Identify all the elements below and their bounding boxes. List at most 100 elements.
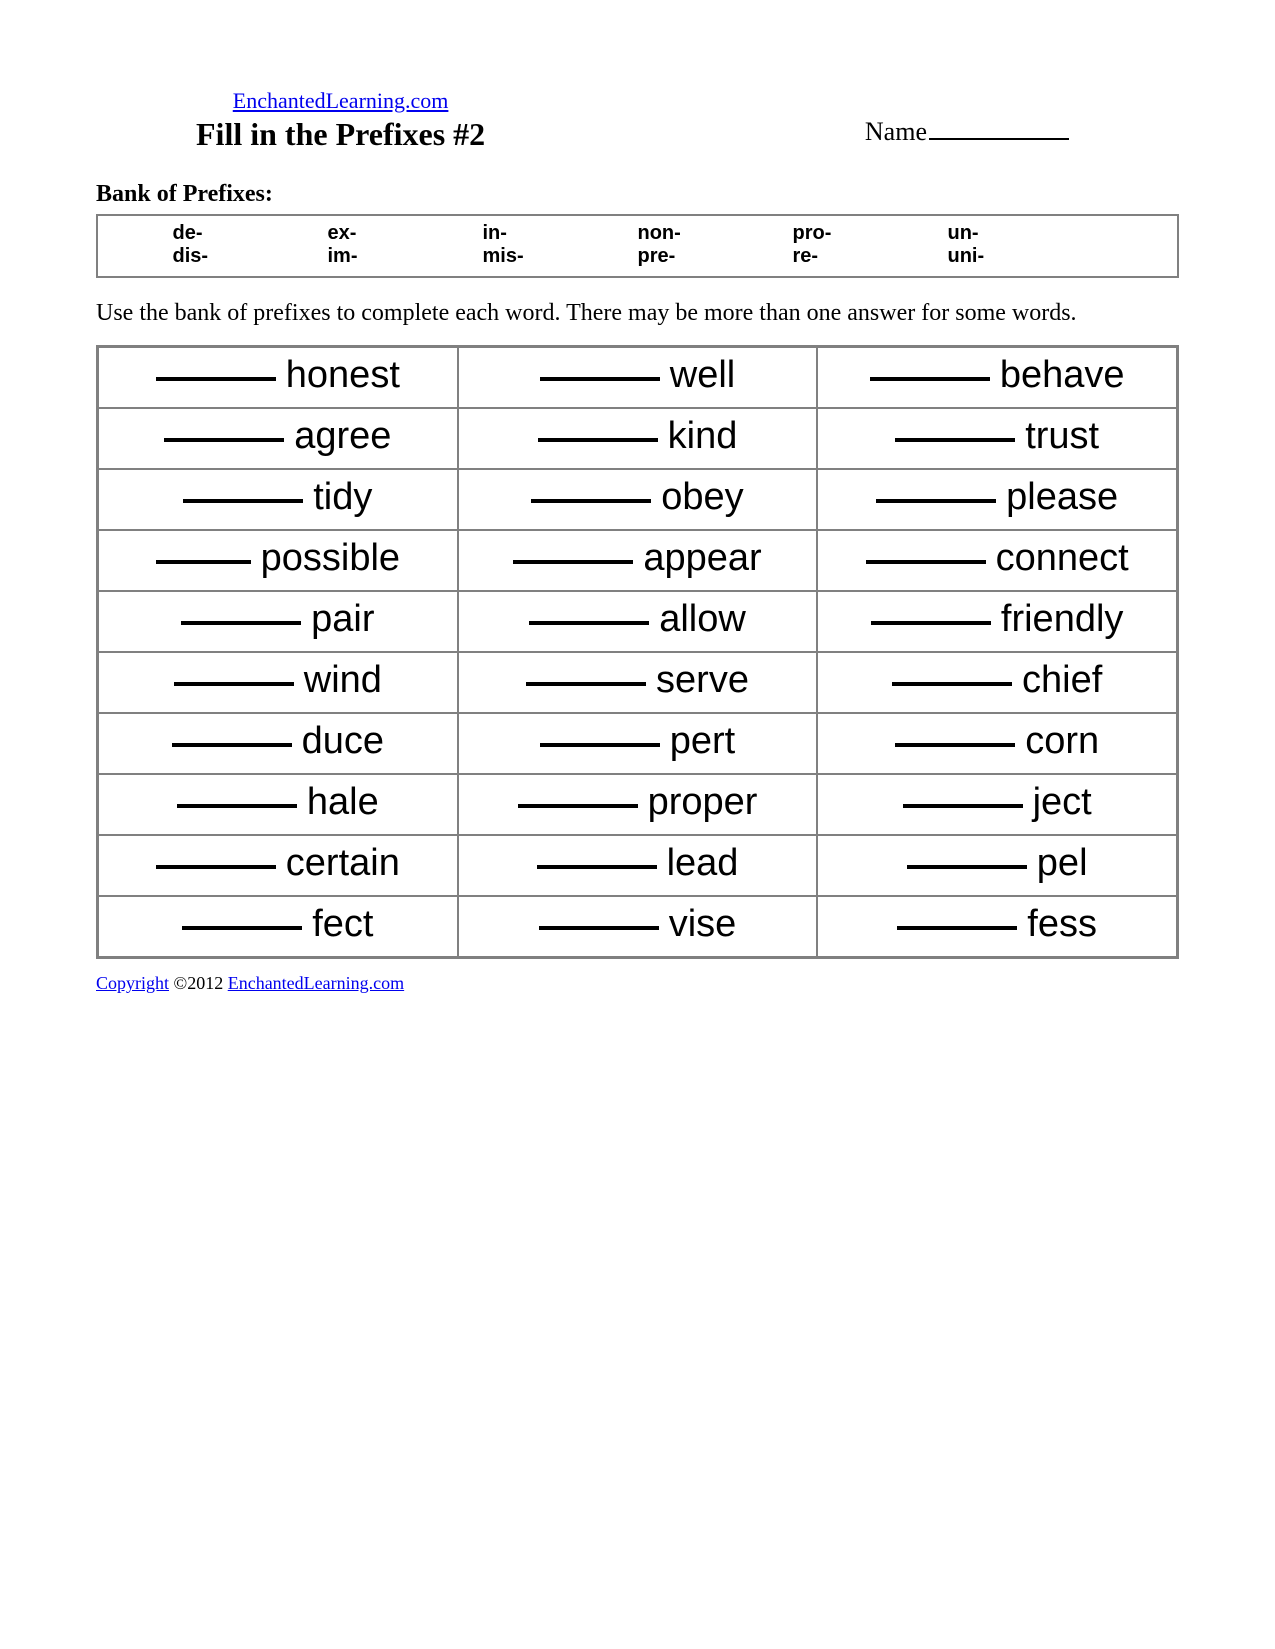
word-stem: agree (294, 415, 391, 457)
word-stem: tidy (313, 476, 372, 518)
word-cell: proper (458, 774, 818, 835)
name-label: Name (865, 117, 927, 146)
word-stem: well (670, 354, 735, 396)
word-cell: behave (817, 347, 1177, 408)
word-stem: pel (1037, 842, 1088, 884)
prefix-blank[interactable] (182, 926, 302, 930)
prefix-blank[interactable] (156, 377, 276, 381)
prefix-blank[interactable] (518, 804, 638, 808)
prefix-blank[interactable] (531, 499, 651, 503)
word-cell: well (458, 347, 818, 408)
prefix-blank[interactable] (183, 499, 303, 503)
prefix-blank[interactable] (177, 804, 297, 808)
word-stem: wind (304, 659, 382, 701)
word-stem: fect (312, 903, 373, 945)
word-cell: please (817, 469, 1177, 530)
word-stem: ject (1033, 781, 1092, 823)
word-cell: certain (98, 835, 458, 896)
bank-prefix: non- (638, 222, 793, 245)
bank-prefix: mis- (483, 245, 638, 268)
bank-prefix: un- (948, 222, 1103, 245)
word-cell: friendly (817, 591, 1177, 652)
word-cell: allow (458, 591, 818, 652)
word-stem: allow (659, 598, 746, 640)
prefix-blank[interactable] (181, 621, 301, 625)
word-cell: obey (458, 469, 818, 530)
word-stem: behave (1000, 354, 1125, 396)
word-cell: fect (98, 896, 458, 957)
word-cell: pair (98, 591, 458, 652)
word-grid: honest well behave agree kind trust tidy obey pl… (96, 345, 1179, 959)
prefix-blank[interactable] (897, 926, 1017, 930)
word-stem: pair (311, 598, 374, 640)
word-cell: agree (98, 408, 458, 469)
prefix-blank[interactable] (174, 682, 294, 686)
prefix-blank[interactable] (866, 560, 986, 564)
prefix-blank[interactable] (892, 682, 1012, 686)
prefix-blank[interactable] (538, 438, 658, 442)
bank-prefix: uni- (948, 245, 1103, 268)
word-stem: lead (667, 842, 739, 884)
site-link-top[interactable]: EnchantedLearning.com (233, 88, 449, 113)
prefix-blank[interactable] (876, 499, 996, 503)
word-cell: connect (817, 530, 1177, 591)
word-cell: duce (98, 713, 458, 774)
word-stem: obey (661, 476, 743, 518)
word-stem: vise (669, 903, 737, 945)
name-field: Name (865, 117, 1069, 147)
word-stem: serve (656, 659, 749, 701)
word-cell: chief (817, 652, 1177, 713)
word-cell: ject (817, 774, 1177, 835)
prefix-blank[interactable] (907, 865, 1027, 869)
word-stem: pert (670, 720, 735, 762)
prefix-blank[interactable] (172, 743, 292, 747)
word-stem: corn (1025, 720, 1099, 762)
bank-label: Bank of Prefixes: (96, 181, 1179, 208)
prefix-blank[interactable] (903, 804, 1023, 808)
word-stem: chief (1022, 659, 1102, 701)
word-stem: appear (643, 537, 761, 579)
header-row: EnchantedLearning.com Fill in the Prefix… (96, 88, 1179, 153)
bank-box: de-ex-in-non-pro-un- dis-im-mis-pre-re-u… (96, 214, 1179, 278)
copyright-link[interactable]: Copyright (96, 973, 169, 993)
prefix-blank[interactable] (526, 682, 646, 686)
name-blank-line[interactable] (929, 138, 1069, 140)
instruction-text: Use the bank of prefixes to complete eac… (96, 300, 1179, 327)
word-cell: hale (98, 774, 458, 835)
prefix-blank[interactable] (164, 438, 284, 442)
word-cell: kind (458, 408, 818, 469)
prefix-blank[interactable] (870, 377, 990, 381)
copyright-text: ©2012 (169, 973, 228, 993)
prefix-blank[interactable] (895, 438, 1015, 442)
word-cell: corn (817, 713, 1177, 774)
bank-row-1: de-ex-in-non-pro-un- (98, 222, 1177, 245)
word-stem: honest (286, 354, 400, 396)
bank-prefix: re- (793, 245, 948, 268)
site-link-bottom[interactable]: EnchantedLearning.com (228, 973, 404, 993)
prefix-blank[interactable] (540, 377, 660, 381)
prefix-blank[interactable] (540, 743, 660, 747)
word-cell: possible (98, 530, 458, 591)
bank-prefix: pre- (638, 245, 793, 268)
header-left: EnchantedLearning.com Fill in the Prefix… (196, 88, 485, 153)
prefix-blank[interactable] (539, 926, 659, 930)
word-stem: kind (668, 415, 738, 457)
bank-prefix: ex- (328, 222, 483, 245)
prefix-blank[interactable] (529, 621, 649, 625)
prefix-blank[interactable] (871, 621, 991, 625)
word-cell: tidy (98, 469, 458, 530)
prefix-blank[interactable] (537, 865, 657, 869)
bank-prefix: im- (328, 245, 483, 268)
word-cell: trust (817, 408, 1177, 469)
word-cell: appear (458, 530, 818, 591)
word-cell: serve (458, 652, 818, 713)
worksheet-title: Fill in the Prefixes #2 (196, 116, 485, 153)
bank-row-2: dis-im-mis-pre-re-uni- (98, 245, 1177, 268)
prefix-blank[interactable] (895, 743, 1015, 747)
word-cell: fess (817, 896, 1177, 957)
word-stem: proper (648, 781, 758, 823)
bank-prefix: pro- (793, 222, 948, 245)
prefix-blank[interactable] (156, 865, 276, 869)
prefix-blank[interactable] (513, 560, 633, 564)
prefix-blank[interactable] (156, 560, 251, 564)
